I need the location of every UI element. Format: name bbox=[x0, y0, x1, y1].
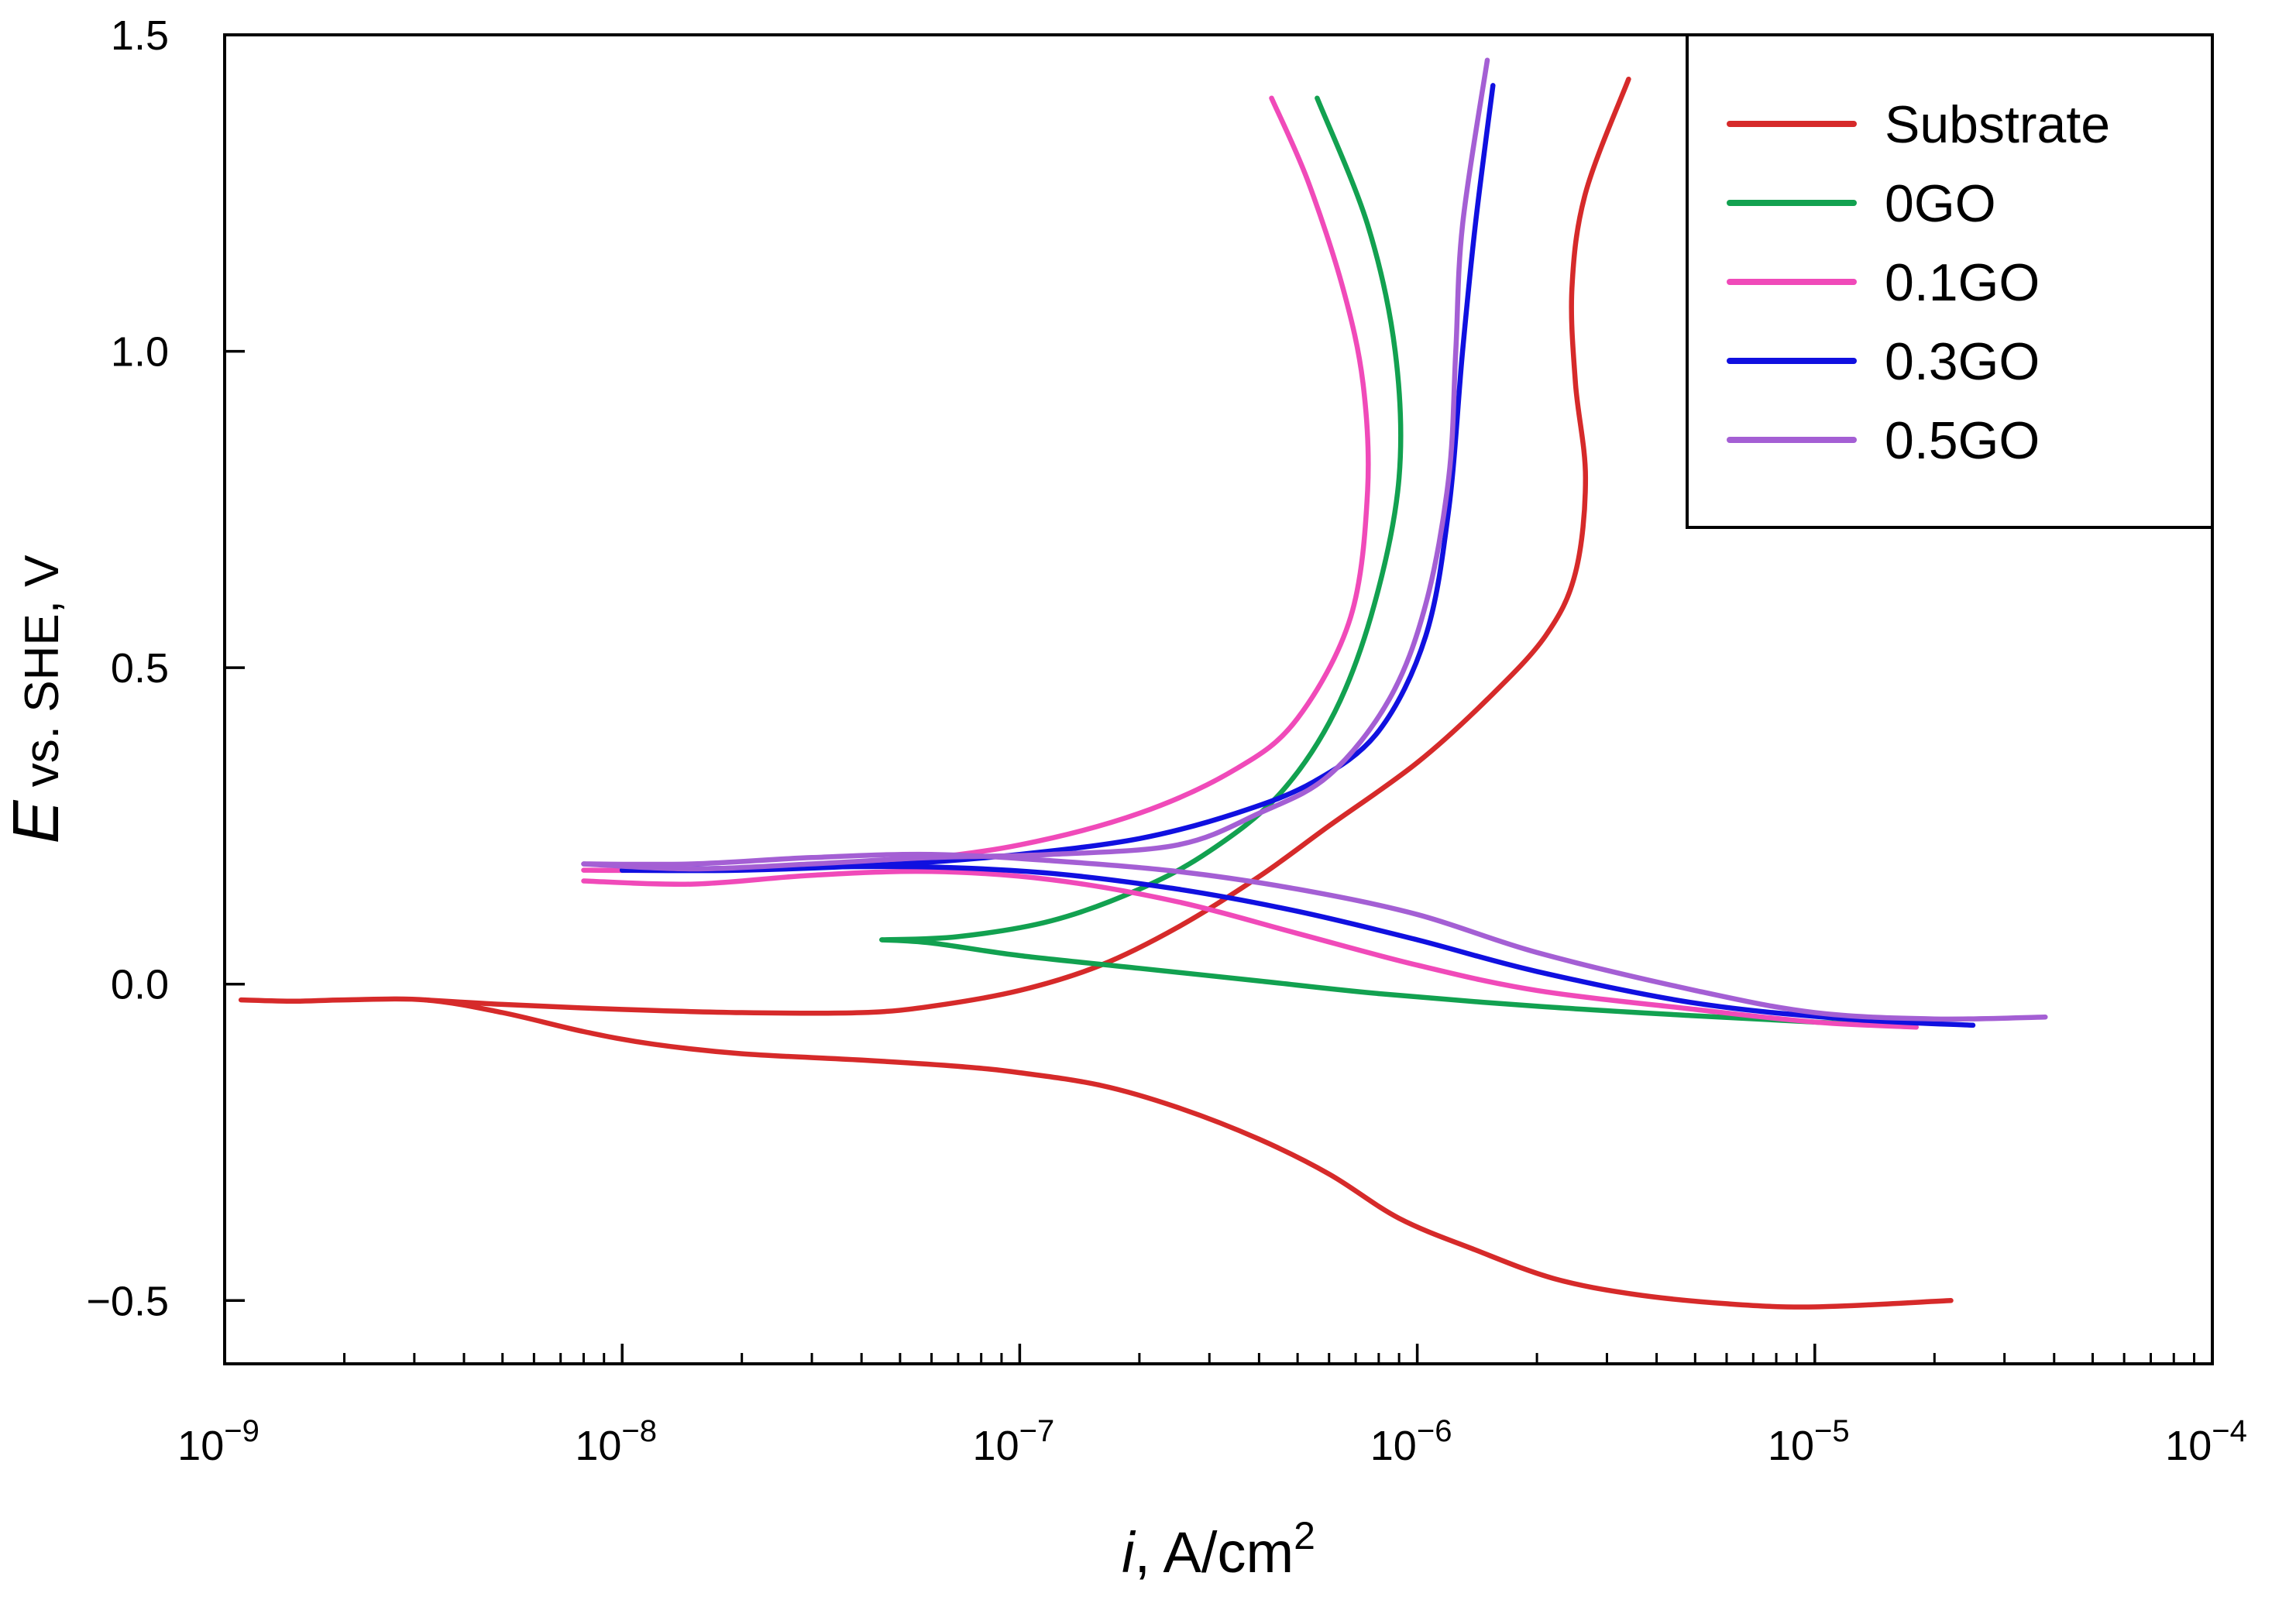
x-minor-ticks bbox=[342, 1353, 2196, 1364]
x-tick-label: 10−9 bbox=[177, 1414, 260, 1469]
plot-frame bbox=[223, 33, 2214, 1365]
series-layer bbox=[238, 57, 2048, 1310]
y-tick-label: 1.5 bbox=[111, 12, 169, 59]
legend-label-0-3go: 0.3GO bbox=[1885, 332, 2040, 391]
x-axis-title: i, A/cm2 bbox=[1122, 1514, 1315, 1585]
legend-items: Substrate 0GO 0.1GO 0.3GO 0.5GO bbox=[1727, 95, 2110, 470]
legend-label-0-5go: 0.5GO bbox=[1885, 411, 2040, 470]
series-line-0go-2 bbox=[879, 937, 1904, 1028]
legend-label-0go: 0GO bbox=[1885, 174, 1996, 233]
legend-label-substrate: Substrate bbox=[1885, 95, 2110, 154]
legend-label-0-1go: 0.1GO bbox=[1885, 253, 2040, 312]
series-line-0go-3 bbox=[879, 95, 1404, 943]
x-tick-label: 10−5 bbox=[1768, 1414, 1850, 1469]
series-line-0-5go-9 bbox=[581, 57, 1490, 872]
series-line-0-1go-5 bbox=[581, 95, 1371, 874]
y-axis-title: E vs. SHE, V bbox=[0, 555, 72, 844]
series-line-substrate-1 bbox=[422, 76, 1631, 1016]
x-tick-labels: 10−9 10−8 10−7 10−6 10−5 10−4 bbox=[177, 1414, 2247, 1469]
legend: Substrate 0GO 0.1GO 0.3GO 0.5GO bbox=[1686, 33, 2214, 529]
x-tick-label: 10−4 bbox=[2165, 1414, 2247, 1469]
series-line-0-1go-4 bbox=[581, 868, 1920, 1030]
y-tick-label: 1.0 bbox=[111, 329, 169, 376]
y-tick-label: 0.0 bbox=[111, 962, 169, 1008]
y-tick-labels: 1.5 1.0 0.5 0.0 −0.5 bbox=[86, 12, 169, 1324]
x-tick-label: 10−8 bbox=[575, 1414, 657, 1469]
x-tick-label: 10−7 bbox=[973, 1414, 1055, 1469]
y-tick-label: 0.5 bbox=[111, 645, 169, 692]
series-line-0-5go-8 bbox=[581, 851, 2048, 1022]
y-tick-label: −0.5 bbox=[86, 1278, 169, 1324]
series-line-substrate-0 bbox=[238, 996, 1954, 1310]
series-line-0-3go-7 bbox=[619, 83, 1496, 874]
x-tick-label: 10−6 bbox=[1370, 1414, 1452, 1469]
